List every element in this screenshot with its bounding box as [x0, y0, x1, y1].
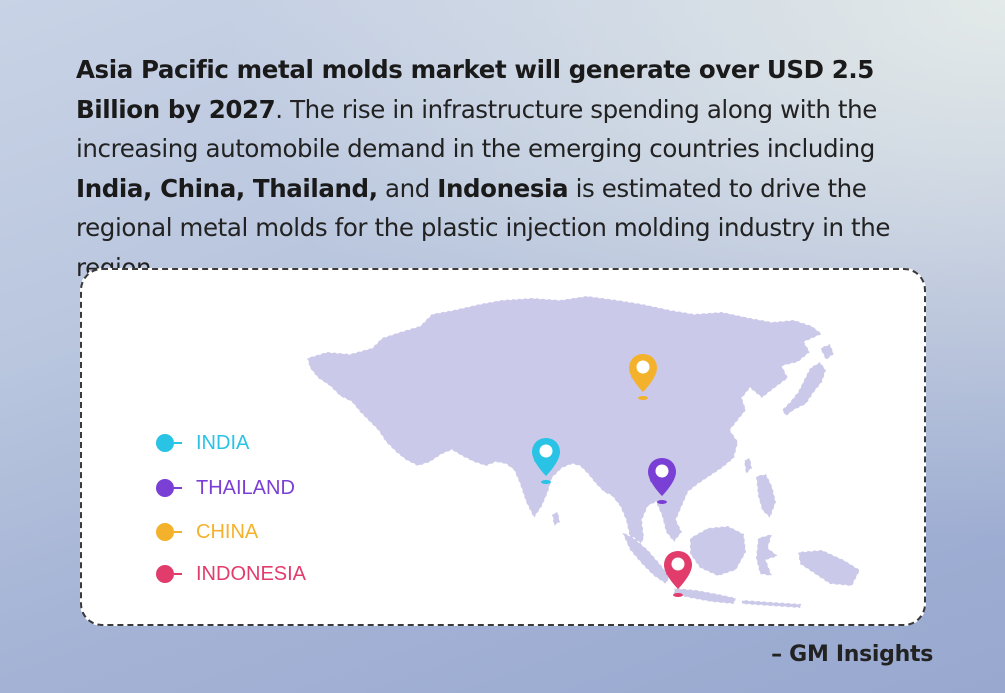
thailand-pin-icon[interactable]: [648, 458, 676, 504]
thailand-connector: [174, 487, 182, 489]
borneo-shape: [689, 525, 747, 577]
headline-paragraph: Asia Pacific metal molds market will gen…: [76, 50, 956, 287]
china-pin-icon[interactable]: [629, 354, 657, 400]
hokkaido-shape: [819, 343, 835, 361]
japan-shape: [781, 361, 827, 417]
headline-text-3: is estimated to drive the regional metal…: [76, 173, 891, 282]
asia-mainland-shape: [306, 295, 824, 552]
asia-landmass: [306, 295, 861, 609]
headline-bold-intro: Asia Pacific metal molds market will gen…: [76, 55, 874, 124]
indonesia-dot-icon: [156, 565, 174, 583]
legend-label-china: CHINA: [196, 521, 259, 543]
headline-bold-countries: India, China, Thailand,: [76, 173, 378, 203]
china-dot-icon: [156, 523, 174, 541]
asia-map: [306, 295, 861, 609]
map-card: INDIA THAILAND CHINA INDONESIA: [80, 268, 926, 626]
taiwan-shape: [743, 457, 753, 476]
headline-bold-indonesia: Indonesia: [437, 173, 569, 203]
new-guinea-shape: [797, 549, 861, 587]
thailand-dot-icon: [156, 479, 174, 497]
china-connector: [174, 531, 182, 533]
indonesia-connector: [174, 573, 182, 575]
sumatra-shape: [620, 530, 671, 585]
philippines-shape: [755, 473, 777, 520]
india-pin-icon[interactable]: [532, 438, 560, 484]
sri-lanka-shape: [551, 511, 561, 528]
headline-text-1: . The rise in infrastructure spending al…: [76, 94, 877, 164]
legend-label-india: INDIA: [196, 432, 250, 454]
headline-text-2: and: [377, 173, 438, 203]
sulawesi-shape: [755, 533, 780, 577]
legend-label-thailand: THAILAND: [196, 477, 295, 499]
java-shape: [673, 587, 737, 605]
legend-label-indonesia: INDONESIA: [196, 563, 307, 585]
india-connector: [174, 442, 182, 444]
indonesia-pin-icon[interactable]: [664, 551, 692, 597]
india-dot-icon: [156, 434, 174, 452]
lesser-sunda-shape: [741, 599, 803, 609]
map-pins: [532, 354, 692, 597]
source-credit: – GM Insights: [771, 642, 933, 667]
